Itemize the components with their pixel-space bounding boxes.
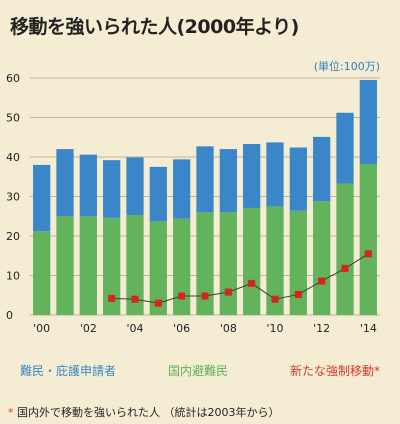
newly-displaced-point — [271, 295, 279, 303]
legend-idps: 国内避難民 — [168, 364, 229, 378]
bar-refugees — [173, 159, 191, 219]
y-tick-label: 30 — [6, 191, 20, 204]
chart-title: 移動を強いられた人(2000年より) — [10, 16, 299, 38]
newly-displaced-point — [341, 264, 349, 272]
x-tick-label: '10 — [266, 322, 283, 335]
bar-idp — [266, 206, 284, 315]
newly-displaced-point — [108, 294, 116, 302]
y-tick-label: 0 — [6, 309, 13, 322]
y-tick-label: 20 — [6, 230, 20, 243]
bar-idp — [313, 201, 331, 315]
x-tick-label: '06 — [173, 322, 190, 335]
bar-refugees — [103, 160, 121, 218]
legend-refugees: 難民・庇護申請者 — [20, 364, 117, 378]
bar-refugees — [79, 154, 97, 217]
bar-idp — [56, 216, 74, 315]
bar-idp — [336, 183, 354, 315]
bar-refugees — [243, 143, 261, 208]
legend-newly-displaced: 新たな強制移動* — [290, 362, 380, 379]
bar-idp — [359, 164, 377, 315]
y-tick-label: 10 — [6, 270, 20, 283]
bar-refugees — [33, 164, 51, 232]
newly-displaced-point — [178, 292, 186, 300]
bar-idp — [103, 217, 121, 315]
newly-displaced-point — [364, 250, 372, 258]
x-tick-label: '12 — [313, 322, 330, 335]
footnote-star: * — [8, 406, 14, 419]
x-tick-label: '04 — [126, 322, 143, 335]
y-tick-label: 60 — [6, 72, 20, 85]
x-tick-label: '00 — [33, 322, 50, 335]
newly-displaced-point — [154, 299, 162, 307]
bar-idp — [33, 231, 51, 315]
bar-refugees — [359, 79, 377, 165]
y-tick-label: 50 — [6, 112, 20, 125]
newly-displaced-point — [248, 279, 256, 287]
newly-displaced-point — [294, 290, 302, 298]
bar-refugees — [219, 149, 237, 213]
bar-refugees — [196, 146, 214, 213]
bar-idp — [173, 218, 191, 315]
newly-displaced-line — [111, 253, 369, 304]
legend-newly-displaced-label: 新たな強制移動 — [289, 364, 374, 378]
bar-idp — [219, 212, 237, 315]
bar-idp — [126, 215, 144, 315]
newly-displaced-point — [318, 277, 326, 285]
newly-displaced-point — [224, 288, 232, 296]
newly-displaced-point — [131, 295, 139, 303]
y-tick-label: 40 — [6, 151, 20, 164]
newly-displaced-point — [201, 292, 209, 300]
bar-idp — [289, 210, 307, 315]
bar-idp — [196, 212, 214, 315]
bar-idp — [243, 207, 261, 315]
bar-refugees — [313, 136, 331, 202]
bar-idp — [149, 221, 167, 315]
bar-refugees — [149, 166, 167, 222]
bar-refugees — [336, 112, 354, 184]
bar-idp — [79, 216, 97, 315]
bar-refugees — [289, 147, 307, 211]
bar-refugees — [126, 157, 144, 216]
footnote: * 国内外で移動を強いられた人 （統計は2003年から） — [8, 404, 280, 420]
unit-label: (単位:100万) — [313, 60, 380, 73]
x-tick-label: '08 — [220, 322, 237, 335]
footnote-text: 国内外で移動を強いられた人 （統計は2003年から） — [17, 406, 280, 419]
x-tick-label: '02 — [80, 322, 97, 335]
legend-star: * — [374, 364, 380, 378]
bar-refugees — [266, 142, 284, 207]
bar-refugees — [56, 149, 74, 217]
x-tick-label: '14 — [360, 322, 377, 335]
